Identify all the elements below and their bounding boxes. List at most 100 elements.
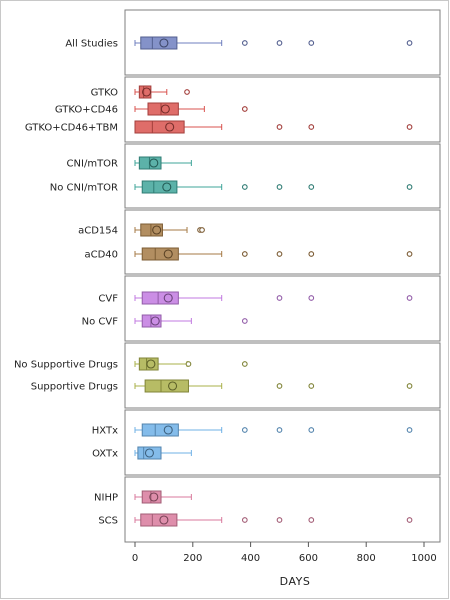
panel-frame [124,209,441,275]
row-labels: All Studies GTKO GTKO+CD46 GTKO+CD46+TBM CNI… [14,39,118,527]
panel-supportive [124,342,441,409]
mean-marker [149,492,159,502]
box-row [134,247,413,261]
box-row [134,314,248,328]
outlier-point [406,40,413,46]
outlier-point [308,427,315,433]
panel-genetics [124,76,441,143]
outlier-point [308,251,315,257]
mean-marker [160,104,170,114]
outlier-point [406,427,413,433]
outlier-point [276,40,283,46]
box-row [134,423,413,437]
outlier-point [308,295,315,301]
row-label: All Studies [65,39,118,50]
box [141,180,178,194]
box-row [134,85,190,99]
outlier-point [276,251,283,257]
mean-marker [150,316,160,326]
panel-frame [124,409,441,476]
outlier-point [308,40,315,46]
row-label: CVF [98,294,118,305]
outlier-point [241,427,248,433]
outlier-point [276,184,283,190]
box [141,291,179,305]
panel-source [124,476,441,543]
box-row [134,223,205,237]
row-label: aCD40 [84,250,118,261]
outlier-point [276,295,283,301]
outlier-point [406,184,413,190]
box-row [134,513,413,527]
x-axis: 0 200 400 600 800 1000 [132,542,437,564]
outlier-point [308,517,315,523]
row-label: GTKO+CD46+TBM [25,123,118,134]
panel-cvf [124,275,441,342]
outlier-point [308,184,315,190]
mean-marker [144,448,154,458]
outlier-point [406,383,413,389]
box [140,223,163,237]
box-row [134,180,413,194]
panel-frame [124,476,441,543]
box [140,36,178,50]
row-label: GTKO [91,88,119,99]
outlier-point [406,124,413,130]
box-row [134,357,248,371]
outlier-point [241,251,248,257]
panel-transplant [124,409,441,476]
x-tick-label: 400 [241,553,260,564]
panel-cni [124,143,441,209]
box [134,120,185,134]
outlier-point [185,361,192,367]
mean-marker [165,122,175,132]
box [141,247,179,261]
row-label: aCD154 [78,226,118,237]
mean-marker [159,38,169,48]
mean-marker [163,249,173,259]
x-tick-label: 1000 [411,553,436,564]
outlier-point [276,427,283,433]
outlier-point [276,124,283,130]
outlier-point [406,517,413,523]
x-tick-label: 800 [357,553,376,564]
panel-frame [124,275,441,342]
outlier-point [241,361,248,367]
box-row [134,156,192,170]
box-row [134,446,192,460]
outlier-point [308,124,315,130]
mean-marker [163,425,173,435]
outlier-point [241,106,248,112]
mean-marker [162,182,172,192]
row-label: GTKO+CD46 [55,105,118,116]
outlier-point [308,383,315,389]
box [141,423,179,437]
row-label: No Supportive Drugs [14,360,118,371]
mean-marker [152,225,162,235]
panel-frame [124,342,441,409]
outlier-point [241,517,248,523]
outlier-point [406,295,413,301]
row-label: CNI/mTOR [67,159,119,170]
row-label: SCS [98,516,118,527]
box-row [134,36,413,50]
outlier-point [276,383,283,389]
panel-overall [124,9,441,76]
row-label: No CVF [82,317,119,328]
mean-marker [149,158,159,168]
mean-marker [146,359,156,369]
x-tick-label: 0 [132,553,138,564]
outlier-point [241,40,248,46]
box [144,379,189,393]
row-label: NIHP [94,493,118,504]
box-row [134,102,248,116]
row-label: HXTx [92,426,118,437]
panels [124,9,441,543]
row-label: OXTx [92,449,118,460]
mean-marker [142,87,152,97]
x-axis-title: DAYS [280,575,311,588]
outlier-point [199,227,205,233]
outlier-point [406,251,413,257]
